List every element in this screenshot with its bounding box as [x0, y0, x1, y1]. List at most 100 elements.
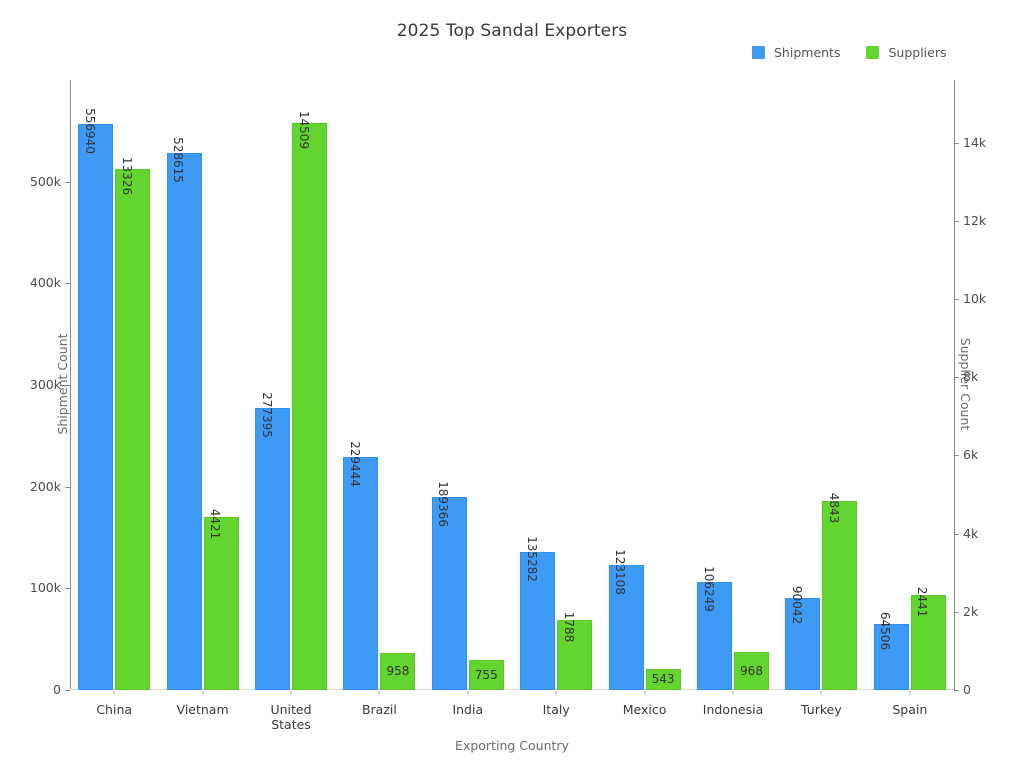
- legend-item[interactable]: Shipments: [752, 45, 840, 60]
- x-tick-label: Indonesia: [702, 702, 764, 717]
- y2-tick-mark: [954, 298, 959, 300]
- y-tick-mark: [65, 690, 70, 691]
- y-tick-mark: [65, 181, 70, 183]
- bar-shipments[interactable]: 528615: [166, 137, 202, 690]
- bar-shipments[interactable]: 135282: [520, 537, 556, 690]
- right-axis-spine: [954, 80, 955, 690]
- bar-shipments[interactable]: 189366: [431, 482, 467, 690]
- x-tick-mark: [555, 690, 557, 695]
- bar-value-label: 90042: [789, 586, 804, 625]
- bar-value-label: 556940: [82, 107, 97, 154]
- x-tick-label: United States: [270, 702, 312, 732]
- bar-value-label: 123108: [613, 548, 628, 595]
- y-tick-label: 500k: [29, 173, 61, 189]
- y2-tick-mark: [954, 533, 959, 535]
- bar-value-label: 14509: [296, 110, 311, 149]
- x-tick-label: Italy: [542, 702, 570, 717]
- bar-value-label: 64506: [878, 612, 893, 651]
- y-tick-mark: [65, 588, 70, 590]
- bar-value-label: 106249: [701, 566, 716, 612]
- bar-value-label: 958: [386, 664, 410, 679]
- y2-tick-mark: [954, 142, 959, 144]
- plot-area: 0 100k 200k 300k 400k 500k 0 2k 4k 6k 8k 10k 12k 14k…: [30, 80, 986, 732]
- bar-shipments[interactable]: 106249: [697, 566, 732, 690]
- bar-suppliers[interactable]: 958: [380, 652, 416, 690]
- y2-tick-mark: [954, 455, 959, 457]
- legend-swatch-icon: [752, 45, 765, 59]
- x-tick-mark: [467, 690, 469, 695]
- legend-label: Suppliers: [888, 44, 947, 60]
- bar-suppliers[interactable]: 1788: [557, 612, 593, 690]
- bar-value-label: 543: [651, 672, 675, 687]
- x-tick-mark: [378, 690, 380, 695]
- y-tick-label: 200k: [29, 478, 61, 494]
- bar-value-label: 135282: [524, 536, 539, 583]
- y-tick-label: 0: [53, 681, 61, 697]
- x-tick-mark: [732, 690, 734, 695]
- bar-value-label: 13326: [119, 156, 134, 196]
- bar-value-label: 4421: [208, 508, 223, 540]
- y2-tick-mark: [954, 377, 959, 379]
- x-tick-mark: [644, 690, 646, 695]
- bar-value-label: 4843: [826, 492, 841, 523]
- bar-shipments[interactable]: 64506: [873, 612, 909, 690]
- bar-value-label: 229444: [347, 440, 362, 487]
- chart-title: 2025 Top Sandal Exporters: [396, 21, 628, 41]
- bar-suppliers[interactable]: 543: [645, 668, 681, 690]
- y-axis-label-right: Supplier Count: [958, 337, 974, 431]
- bar-suppliers[interactable]: 4421: [203, 509, 239, 690]
- bar-value-label: 968: [740, 664, 763, 679]
- bar-shipments[interactable]: 123108: [608, 549, 644, 690]
- legend-item[interactable]: Suppliers: [866, 45, 946, 60]
- y-tick-label: 300k: [29, 376, 61, 392]
- x-tick-label: India: [452, 702, 484, 717]
- y-tick-label: 400k: [29, 275, 61, 291]
- legend-label: Shipments: [774, 44, 841, 60]
- x-tick-label: Spain: [892, 702, 928, 717]
- y2-tick-label: 0: [963, 681, 971, 697]
- y2-tick-label: 4k: [963, 525, 979, 541]
- x-tick-label: Mexico: [622, 702, 667, 717]
- y2-tick-label: 10k: [963, 290, 987, 306]
- bar-value-label: 528615: [171, 136, 186, 183]
- bar-value-label: 189366: [436, 481, 451, 528]
- bar-shipments[interactable]: 277395: [255, 392, 290, 690]
- y-tick-mark: [65, 486, 70, 488]
- y2-tick-mark: [954, 220, 959, 222]
- y2-tick-label: 12k: [963, 212, 987, 228]
- bar-value-label: 755: [474, 668, 498, 683]
- bar-shipments[interactable]: 229444: [343, 441, 379, 690]
- left-axis-spine: [70, 80, 71, 690]
- bar-shipments[interactable]: 556940: [78, 108, 114, 690]
- x-tick-label: Brazil: [361, 702, 397, 717]
- bar-suppliers[interactable]: 13326: [115, 157, 151, 690]
- bar-suppliers[interactable]: 14509: [292, 111, 327, 690]
- y-tick-mark: [65, 283, 70, 285]
- bar-suppliers[interactable]: 755: [468, 660, 504, 690]
- x-tick-label: Vietnam: [176, 702, 229, 717]
- x-tick-mark: [290, 690, 292, 695]
- bar-value-label: 277395: [259, 392, 274, 438]
- y2-tick-label: 2k: [963, 603, 979, 619]
- x-tick-label: China: [96, 702, 133, 717]
- x-tick-label: Turkey: [801, 702, 842, 717]
- y2-tick-label: 6k: [963, 447, 979, 463]
- y2-tick-label: 14k: [963, 134, 987, 150]
- y2-tick-mark: [954, 690, 959, 691]
- chart-legend: Shipments Suppliers: [752, 44, 946, 60]
- bar-value-label: 2441: [915, 586, 930, 617]
- bottom-axis-spine: [70, 689, 954, 690]
- bar-suppliers[interactable]: 968: [734, 652, 769, 690]
- x-tick-mark: [820, 690, 822, 695]
- legend-swatch-icon: [866, 45, 880, 59]
- y-tick-mark: [65, 385, 70, 386]
- y2-tick-mark: [954, 611, 959, 613]
- bar-suppliers[interactable]: 4843: [822, 492, 858, 690]
- x-tick-mark: [909, 690, 911, 695]
- bar-value-label: 1788: [561, 611, 576, 643]
- x-tick-mark: [113, 690, 115, 695]
- bar-suppliers[interactable]: 2441: [910, 586, 946, 690]
- x-axis-label: Exporting Country: [455, 738, 569, 753]
- y-tick-label: 100k: [29, 580, 61, 596]
- bar-shipments[interactable]: 90042: [785, 586, 821, 690]
